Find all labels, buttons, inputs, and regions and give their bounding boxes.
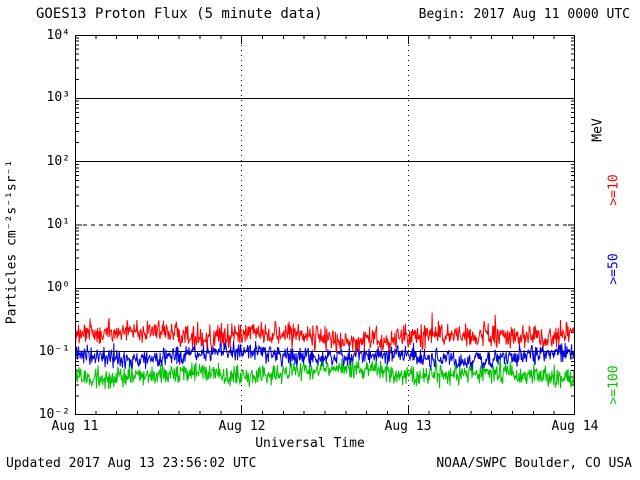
proton-flux-plot <box>75 35 575 415</box>
right-label-ge50: >=50 <box>606 253 622 285</box>
data-series <box>75 312 575 390</box>
y-tick-1e4: 10⁴ <box>46 28 70 43</box>
x-tick-aug11: Aug 11 <box>51 419 99 434</box>
y-tick-1e2: 10² <box>46 154 70 169</box>
y-tick-1e0: 10⁰ <box>46 280 70 295</box>
series-line-1 <box>75 330 575 371</box>
plot-frame <box>75 35 575 415</box>
y-tick-1e-2: 10⁻² <box>38 407 70 422</box>
x-tick-aug12: Aug 12 <box>218 419 266 434</box>
y-tick-1e1: 10¹ <box>46 217 70 232</box>
updated-timestamp: Updated 2017 Aug 13 23:56:02 UTC <box>6 456 257 471</box>
right-label-ge100: >=100 <box>606 365 622 405</box>
right-label-mev: MeV <box>590 118 606 142</box>
x-tick-aug13: Aug 13 <box>384 419 432 434</box>
chart-title: GOES13 Proton Flux (5 minute data) <box>36 6 323 22</box>
y-tick-1e3: 10³ <box>46 90 70 105</box>
y-axis-label: Particles cm⁻²s⁻¹sr⁻¹ <box>4 159 20 325</box>
gridlines <box>75 35 575 415</box>
right-label-ge10: >=10 <box>606 174 622 206</box>
begin-timestamp: Begin: 2017 Aug 11 0000 UTC <box>418 7 630 22</box>
credit-text: NOAA/SWPC Boulder, CO USA <box>436 456 632 471</box>
x-axis-label: Universal Time <box>255 436 365 451</box>
x-tick-aug14: Aug 14 <box>551 419 599 434</box>
series-line-2 <box>75 352 575 390</box>
y-tick-1e-1: 10⁻¹ <box>38 344 70 359</box>
series-line-0 <box>75 312 575 354</box>
